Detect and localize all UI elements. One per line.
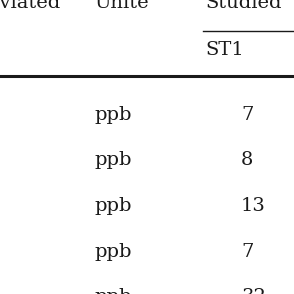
Text: ppb: ppb <box>94 288 132 294</box>
Text: 32: 32 <box>241 288 266 294</box>
Text: ppb: ppb <box>94 243 132 260</box>
Text: ST1: ST1 <box>206 41 245 59</box>
Text: Studied: Studied <box>206 0 282 12</box>
Text: ppb: ppb <box>94 106 132 124</box>
Text: ppb: ppb <box>94 151 132 169</box>
Text: ppb: ppb <box>94 197 132 215</box>
Text: 7: 7 <box>241 243 253 260</box>
Text: 13: 13 <box>241 197 266 215</box>
Text: eviated: eviated <box>0 0 61 12</box>
Text: Unite: Unite <box>94 0 149 12</box>
Text: 8: 8 <box>241 151 253 169</box>
Text: 7: 7 <box>241 106 253 124</box>
